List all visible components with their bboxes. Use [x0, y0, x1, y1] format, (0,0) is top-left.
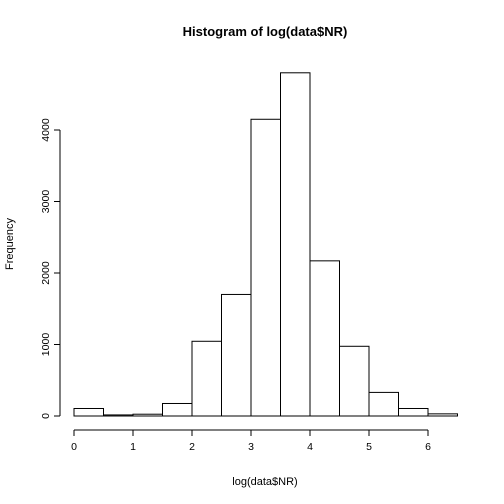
y-tick-label: 3000: [40, 190, 52, 214]
x-axis-label: log(data$NR): [232, 476, 297, 488]
histogram-bar: [191, 340, 222, 417]
y-tick-label: 4000: [40, 118, 52, 142]
histogram-bar: [250, 118, 281, 417]
histogram-bar: [73, 407, 104, 417]
x-tick-label: 5: [366, 441, 372, 453]
x-axis: 0 1 2 3 4 5 6: [71, 429, 431, 453]
x-tick-label: 0: [71, 441, 77, 453]
x-tick-label: 6: [425, 441, 431, 453]
x-tick-label: 1: [130, 441, 136, 453]
histogram-bars: [73, 72, 458, 417]
y-tick-label: 0: [40, 413, 52, 419]
histogram-bar: [162, 402, 193, 417]
histogram-bar: [280, 72, 311, 417]
histogram-bar: [103, 414, 134, 417]
chart-title: Histogram of log(data$NR): [183, 24, 348, 39]
histogram-bar: [309, 260, 340, 417]
histogram-bar: [427, 413, 458, 417]
histogram-bar: [339, 345, 370, 417]
y-axis-label: Frequency: [4, 218, 16, 270]
y-axis: 0 1000 2000 3000 4000: [40, 118, 61, 419]
x-tick-label: 3: [248, 441, 254, 453]
y-tick-label: 1000: [40, 333, 52, 357]
y-tick-label: 2000: [40, 261, 52, 285]
x-tick-label: 4: [307, 441, 313, 453]
histogram-bar: [132, 413, 163, 417]
histogram-bar: [398, 407, 429, 417]
histogram-bar: [368, 391, 399, 417]
histogram-bar: [221, 293, 252, 417]
x-tick-label: 2: [189, 441, 195, 453]
